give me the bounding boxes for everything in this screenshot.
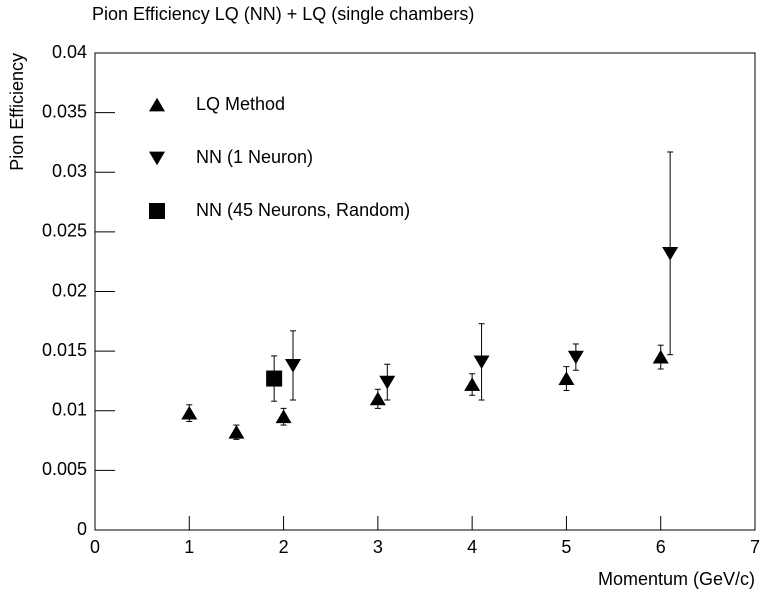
data-point: [275, 409, 292, 424]
legend-marker: [149, 203, 165, 219]
data-point: [266, 370, 283, 387]
data-point: [285, 359, 301, 373]
x-axis-label: Momentum (GeV/c): [598, 569, 755, 589]
y-axis-label: Pion Efficiency: [7, 53, 27, 171]
data-point: [662, 246, 679, 261]
y-tick-label: 0.025: [42, 221, 87, 241]
x-tick-label: 5: [561, 537, 571, 557]
chart-title: Pion Efficiency LQ (NN) + LQ (single cha…: [92, 4, 474, 24]
y-tick-label: 0.02: [52, 280, 87, 300]
y-tick-label: 0.035: [42, 101, 87, 121]
data-point: [228, 425, 245, 439]
x-tick-label: 3: [373, 537, 383, 557]
y-tick-label: 0: [77, 519, 87, 539]
x-tick-label: 6: [656, 537, 666, 557]
y-tick-label: 0.03: [52, 161, 87, 181]
y-tick-label: 0.01: [52, 400, 87, 420]
data-point: [379, 375, 396, 390]
data-point: [369, 391, 386, 406]
x-tick-label: 7: [750, 537, 760, 557]
x-tick-label: 1: [184, 537, 194, 557]
legend-label: NN (45 Neurons, Random): [196, 200, 410, 220]
data-point: [464, 377, 481, 391]
data-point: [652, 349, 669, 364]
legend-marker: [149, 97, 165, 112]
legend-marker: [149, 151, 165, 166]
y-tick-label: 0.04: [52, 42, 87, 62]
y-tick-label: 0.005: [42, 459, 87, 479]
data-point: [181, 405, 198, 420]
x-tick-label: 2: [279, 537, 289, 557]
legend-label: NN (1 Neuron): [196, 147, 313, 167]
x-tick-label: 4: [467, 537, 477, 557]
plot-frame: [94, 52, 756, 531]
legend-label: LQ Method: [196, 94, 285, 114]
x-tick-label: 0: [90, 537, 100, 557]
data-point: [473, 355, 490, 370]
data-point: [567, 350, 584, 365]
data-point: [558, 371, 575, 385]
y-tick-label: 0.015: [42, 340, 87, 360]
